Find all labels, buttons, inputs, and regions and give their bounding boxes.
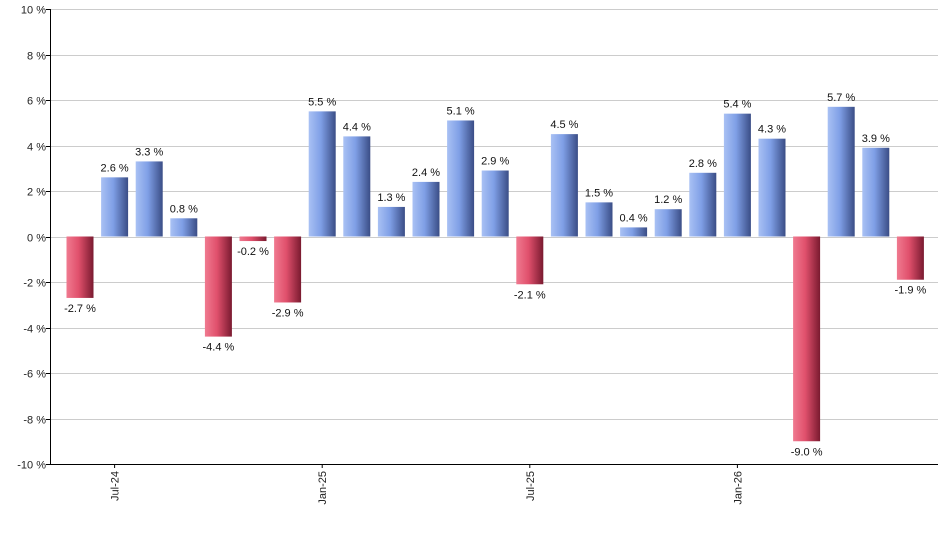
- data-label: 1.5 %: [585, 187, 613, 199]
- y-tick-label: -6 %: [23, 369, 46, 381]
- data-label: -1.9 %: [895, 285, 927, 297]
- bar: [447, 120, 475, 237]
- bar: [204, 236, 232, 337]
- axes: [46, 9, 938, 468]
- data-label: 5.4 %: [723, 99, 751, 111]
- bar: [343, 136, 371, 237]
- data-label: 4.4 %: [343, 121, 371, 133]
- bar: [135, 161, 163, 237]
- bar: [308, 111, 336, 237]
- bars: [66, 106, 924, 442]
- x-tick-label: Jan-25: [317, 471, 329, 505]
- data-labels: -2.7 % 2.6 % 3.3 % 0.8 % -4.4 % -0.2 % -2.9 % 5…: [64, 92, 926, 458]
- bar: [654, 209, 682, 237]
- bar: [516, 236, 544, 285]
- data-label: 2.9 %: [481, 156, 509, 168]
- x-axis-tick-labels: Jul-24 Jan-25 Jul-25 Jan-26: [110, 471, 745, 505]
- x-tick-label: Jul-24: [110, 471, 122, 501]
- bar: [896, 236, 924, 280]
- data-label: 0.8 %: [170, 203, 198, 215]
- data-label: 3.3 %: [135, 146, 163, 158]
- bar: [723, 113, 751, 237]
- bar: [481, 170, 509, 237]
- data-label: 5.1 %: [447, 105, 475, 117]
- bar: [862, 147, 890, 237]
- data-label: -2.7 %: [64, 303, 96, 315]
- y-tick-label: 8 %: [27, 51, 46, 63]
- data-label: -0.2 %: [237, 246, 269, 258]
- bar: [758, 138, 786, 237]
- data-label: -2.1 %: [514, 289, 546, 301]
- y-tick-label: 0 %: [27, 233, 46, 245]
- bar: [170, 218, 198, 237]
- y-tick-label: 4 %: [27, 142, 46, 154]
- x-tick-label: Jan-26: [732, 471, 744, 505]
- data-label: 0.4 %: [620, 212, 648, 224]
- data-label: -2.9 %: [272, 307, 304, 319]
- data-label: -4.4 %: [203, 342, 235, 354]
- bar: [585, 202, 613, 237]
- data-label: 2.4 %: [412, 167, 440, 179]
- bar: [412, 181, 440, 237]
- bar: [239, 236, 267, 242]
- y-tick-label: -10 %: [17, 460, 46, 472]
- y-tick-label: 10 %: [21, 5, 46, 17]
- bar: [101, 177, 129, 237]
- data-label: 4.3 %: [758, 124, 786, 136]
- data-label: 2.6 %: [101, 162, 129, 174]
- y-tick-label: -8 %: [23, 415, 46, 427]
- x-tick-label: Jul-25: [525, 471, 537, 501]
- data-label: 1.2 %: [654, 194, 682, 206]
- bar: [377, 206, 405, 237]
- bar: [274, 236, 302, 303]
- bar: [689, 172, 717, 237]
- data-label: 5.7 %: [827, 92, 855, 104]
- bar: [620, 227, 648, 237]
- data-label: -9.0 %: [791, 446, 823, 458]
- data-label: 5.5 %: [308, 96, 336, 108]
- y-tick-label: 6 %: [27, 96, 46, 108]
- y-tick-label: -2 %: [23, 278, 46, 290]
- bar: [66, 236, 94, 298]
- bar: [550, 134, 578, 237]
- y-axis-tick-labels: 10 % 8 % 6 % 4 % 2 % 0 % -2 % -4 % -6 % -8 % -10 %: [17, 5, 46, 472]
- data-label: 3.9 %: [862, 133, 890, 145]
- data-label: 2.8 %: [689, 158, 717, 170]
- bar: [793, 236, 821, 442]
- y-tick-label: 2 %: [27, 187, 46, 199]
- bar: [827, 106, 855, 237]
- y-tick-label: -4 %: [23, 324, 46, 336]
- data-label: 1.3 %: [377, 192, 405, 204]
- data-label: 4.5 %: [550, 119, 578, 131]
